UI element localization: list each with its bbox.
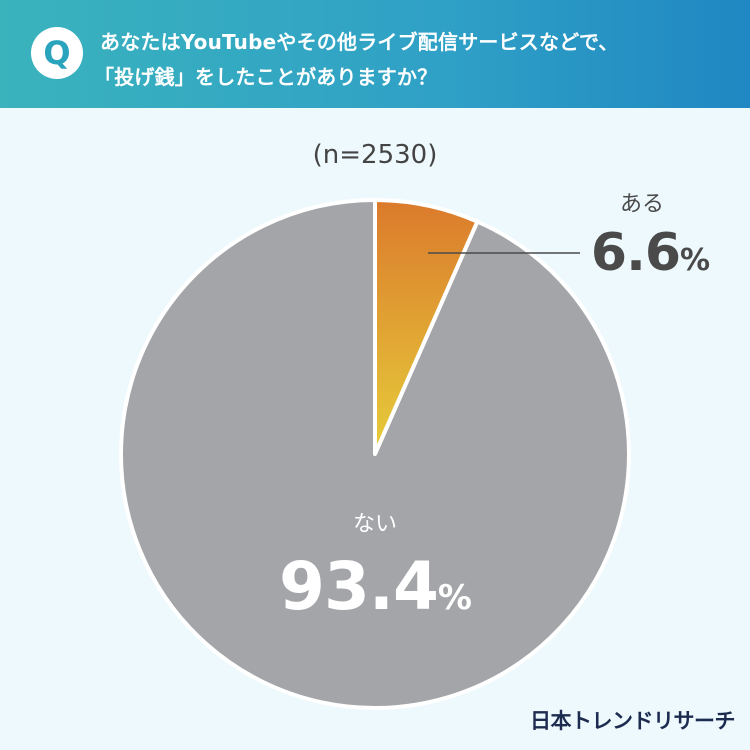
slice-value-nai: 93.4% xyxy=(270,548,480,625)
slice-value-aru: 6.6% xyxy=(585,223,715,283)
question-header: Q あなたはYouTubeやその他ライブ配信サービスなどで、 「投げ銭」をしたこ… xyxy=(0,0,750,108)
slice-label-aru: ある xyxy=(619,192,664,217)
slice-value-aru-unit: % xyxy=(680,243,710,278)
q-badge: Q xyxy=(31,27,83,79)
slice-label-nai: ない xyxy=(352,512,397,537)
slice-value-nai-unit: % xyxy=(437,578,472,618)
pie-slice-aru xyxy=(373,198,480,456)
sample-size: (n=2530) xyxy=(312,140,438,170)
slice-value-aru-number: 6.6 xyxy=(590,223,681,283)
slice-value-nai-number: 93.4 xyxy=(279,548,439,625)
question-text-line1: あなたはYouTubeやその他ライブ配信サービスなどで、 xyxy=(100,30,619,54)
brand-logo: 日本トレンドリサーチ xyxy=(530,709,736,733)
question-text-line2: 「投げ銭」をしたことがありますか？ xyxy=(94,65,438,89)
